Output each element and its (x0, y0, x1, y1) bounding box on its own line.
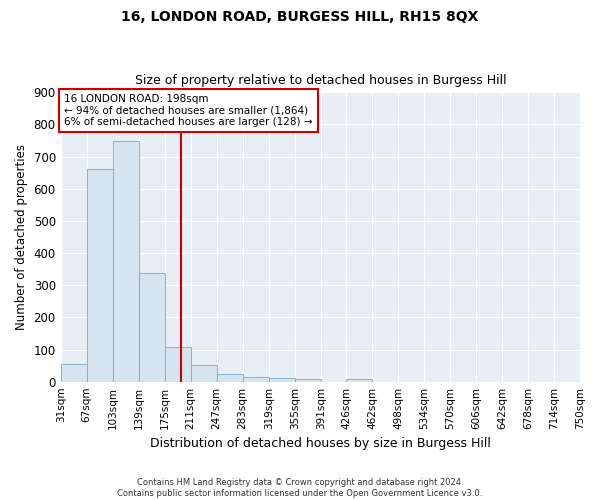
Bar (86, 170, 113, 382)
Bar (191, 365, 217, 382)
Bar (217, 374, 242, 382)
X-axis label: Distribution of detached houses by size in Burgess Hill: Distribution of detached houses by size … (150, 437, 491, 450)
Bar (164, 347, 191, 382)
Bar (242, 377, 269, 382)
Bar (269, 378, 295, 382)
Text: 16, LONDON ROAD, BURGESS HILL, RH15 8QX: 16, LONDON ROAD, BURGESS HILL, RH15 8QX (121, 10, 479, 24)
Bar (346, 379, 372, 382)
Bar (61, 364, 86, 382)
Title: Size of property relative to detached houses in Burgess Hill: Size of property relative to detached ho… (134, 74, 506, 87)
Text: 16 LONDON ROAD: 198sqm
← 94% of detached houses are smaller (1,864)
6% of semi-d: 16 LONDON ROAD: 198sqm ← 94% of detached… (64, 94, 313, 127)
Y-axis label: Number of detached properties: Number of detached properties (15, 144, 28, 330)
Bar (113, 141, 139, 382)
Bar (139, 273, 164, 382)
Text: Contains HM Land Registry data © Crown copyright and database right 2024.
Contai: Contains HM Land Registry data © Crown c… (118, 478, 482, 498)
Bar (295, 379, 320, 382)
